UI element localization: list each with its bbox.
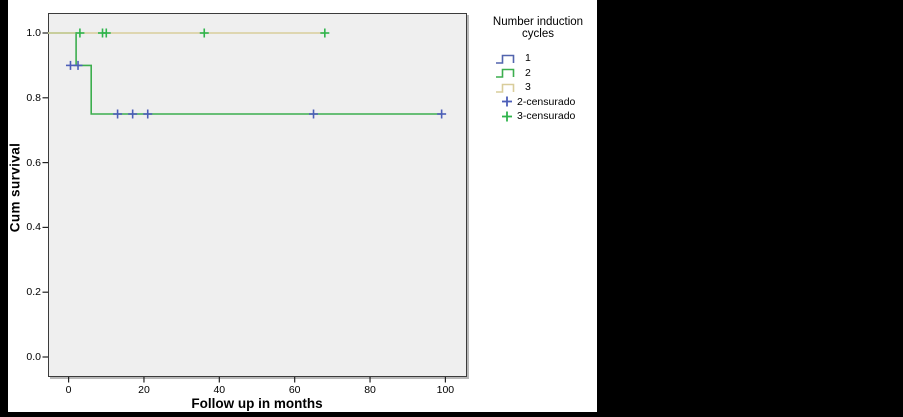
step-line-icon xyxy=(496,54,515,64)
y-tick-label: 0.0 xyxy=(26,351,41,363)
y-tick-label: 0.8 xyxy=(26,91,41,104)
chart-panel: Cum survival Follow up in months 0 20 40 60… xyxy=(8,0,597,412)
legend-title-line1: Number induction xyxy=(492,16,584,28)
x-tick-label: 100 xyxy=(436,384,455,396)
y-tick-label: 1.0 xyxy=(26,27,41,39)
legend-entry-label: 1 xyxy=(525,52,531,65)
legend-entry-3-censored: 3-censurado xyxy=(481,109,595,124)
plot-area xyxy=(48,13,467,377)
plus-marker-icon xyxy=(502,111,512,122)
legend-entry-2: 2 xyxy=(481,66,595,81)
legend-entry-3: 3 xyxy=(481,80,595,95)
survival-curve-2 xyxy=(48,32,442,115)
y-tick-label: 0.4 xyxy=(26,221,41,234)
legend-entry-label: 3 xyxy=(525,81,531,94)
survival-chart xyxy=(42,28,447,383)
x-tick-label: 80 xyxy=(364,384,376,396)
y-tick-label: 0.6 xyxy=(26,156,41,169)
legend-entry-label: 2-censurado xyxy=(517,95,576,108)
step-line-icon xyxy=(496,68,515,79)
legend: Number induction cycles 1 2 3 xyxy=(481,16,595,124)
legend-title-line2: cycles xyxy=(522,28,554,40)
step-line-icon xyxy=(496,83,515,93)
legend-entry-1: 1 xyxy=(481,51,595,66)
y-axis-title: Cum survival xyxy=(8,142,23,233)
legend-entry-label: 2 xyxy=(525,66,531,79)
x-tick-label: 0 xyxy=(65,384,72,396)
x-tick-label: 60 xyxy=(288,384,301,396)
y-tick-label: 0.2 xyxy=(26,286,41,299)
x-tick-label: 20 xyxy=(138,384,150,396)
legend-title: Number induction cycles xyxy=(481,16,595,40)
x-axis-title: Follow up in months xyxy=(191,396,323,411)
plus-marker-icon xyxy=(502,96,512,107)
x-tick-label: 40 xyxy=(213,384,226,396)
legend-entry-label: 3-censurado xyxy=(517,110,576,123)
legend-entry-2-censored: 2-censurado xyxy=(481,95,595,110)
